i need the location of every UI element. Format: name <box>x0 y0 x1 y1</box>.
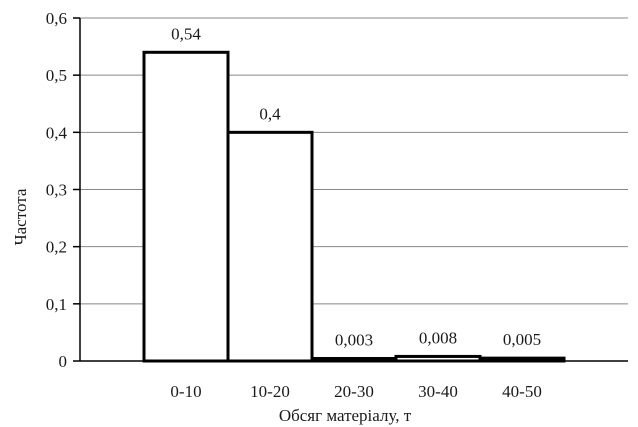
y-tick-label: 0,2 <box>46 238 67 257</box>
data-label-20-30: 0,003 <box>335 331 373 350</box>
y-axis-title: Частота <box>11 188 30 245</box>
data-label-30-40: 0,008 <box>419 328 457 347</box>
x-tick-label: 10-20 <box>250 382 290 401</box>
y-tick-label: 0,5 <box>46 66 67 85</box>
x-axis-title: Обсяг матеріалу, т <box>279 406 412 425</box>
x-tick-label: 30-40 <box>418 382 458 401</box>
y-tick-label: 0,6 <box>46 9 67 28</box>
y-tick-label: 0,1 <box>46 295 67 314</box>
x-tick-label: 0-10 <box>170 382 201 401</box>
bar-10-20 <box>226 130 314 363</box>
labels: 0 0,1 0,2 0,3 0,4 0,5 0,6 0,54 0-10 0,4 10-20 0,003… <box>46 9 542 401</box>
data-label-0-10: 0,54 <box>171 24 201 43</box>
y-tick-label: 0,4 <box>46 123 68 142</box>
x-tick-label: 20-30 <box>334 382 374 401</box>
data-label-40-50: 0,005 <box>503 330 541 349</box>
bar-0-10 <box>142 50 230 363</box>
data-label-10-20: 0,4 <box>259 104 281 123</box>
x-tick-label: 40-50 <box>502 382 542 401</box>
y-tick-label: 0 <box>59 352 68 371</box>
y-tick-label: 0,3 <box>46 181 67 200</box>
bars <box>142 50 566 363</box>
axes <box>73 17 628 362</box>
